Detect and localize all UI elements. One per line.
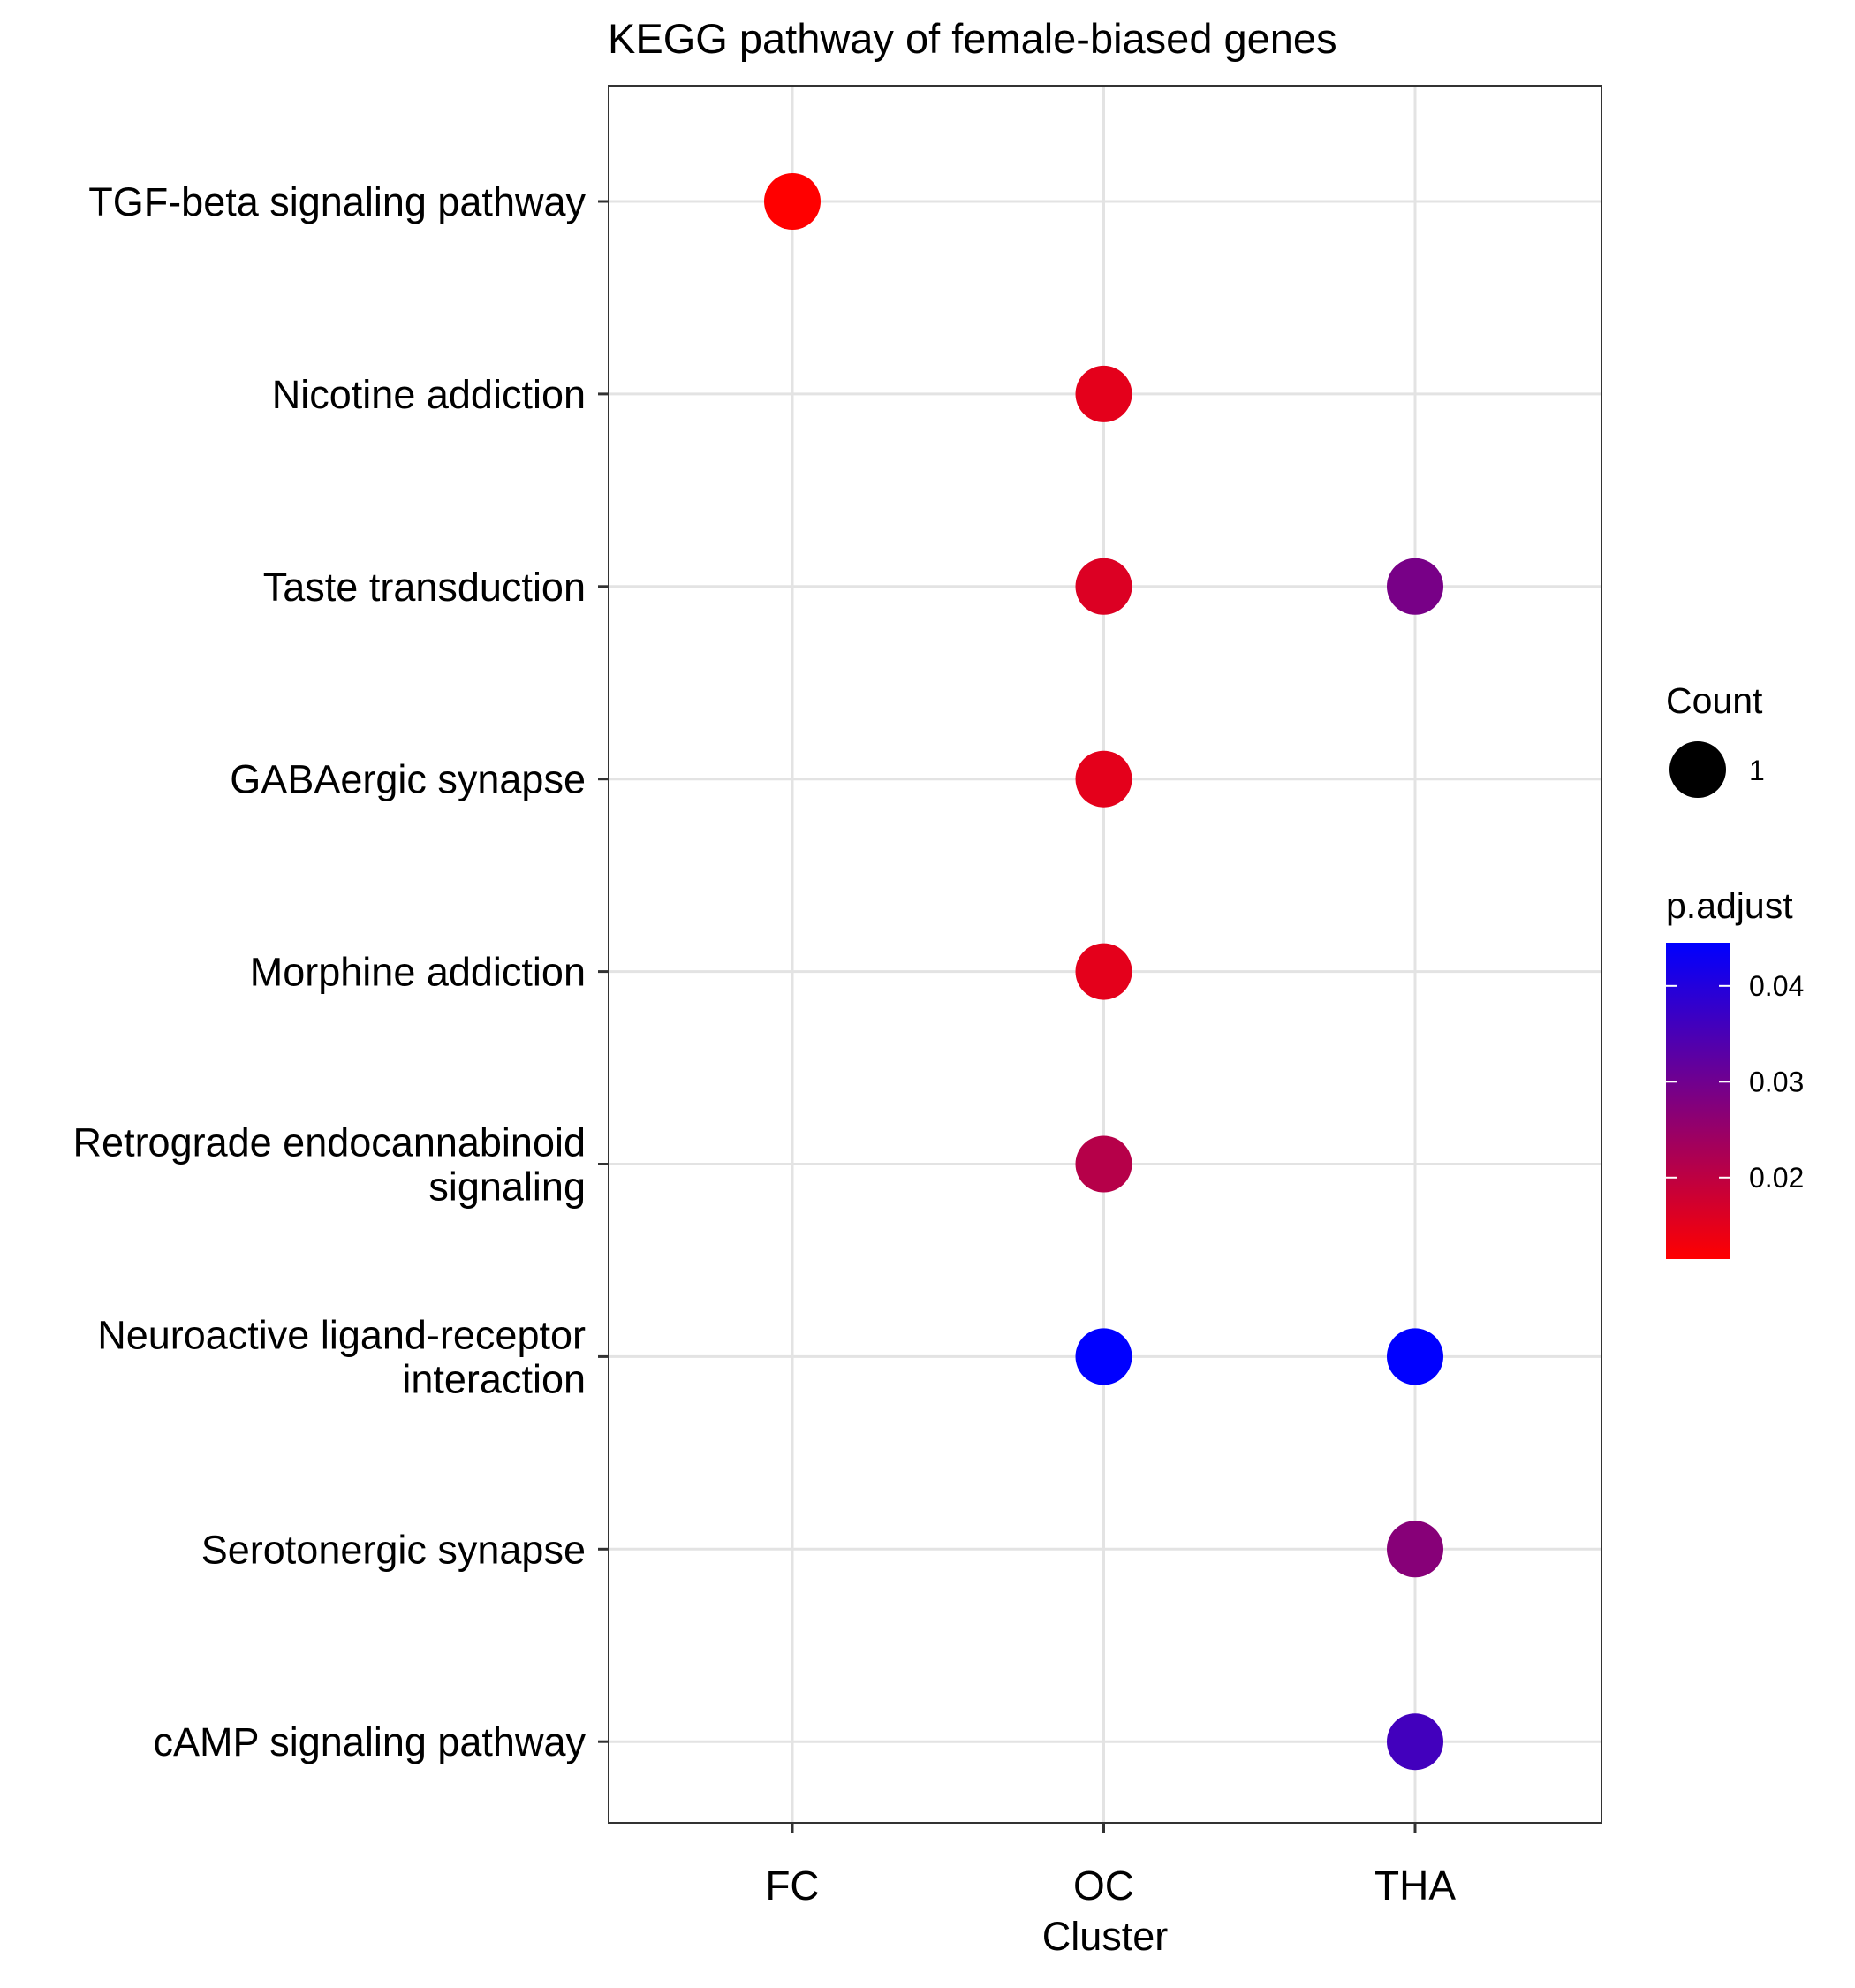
y-tick-label: cAMP signaling pathway xyxy=(154,1719,587,1764)
y-tick-label: Neuroactive ligand-receptor interaction xyxy=(97,1312,586,1401)
size-legend: 1 xyxy=(1670,741,1765,798)
data-point xyxy=(1387,1713,1443,1771)
colorbar-tick-label: 0.04 xyxy=(1749,970,1804,1002)
y-tick-label: Morphine addiction xyxy=(250,950,586,995)
x-tick-label: FC xyxy=(765,1863,819,1908)
data-point xyxy=(1387,558,1443,615)
colorbar xyxy=(1666,943,1730,1259)
y-tick-label: Retrograde endocannabinoid signaling xyxy=(73,1120,586,1210)
data-point xyxy=(1075,943,1132,1000)
y-tick-label: Nicotine addiction xyxy=(272,372,586,417)
data-point xyxy=(1075,1328,1132,1385)
data-point xyxy=(1387,1521,1443,1578)
y-tick-label: GABAergic synapse xyxy=(230,757,586,802)
colorbar-ticks: 0.02 0.03 0.04 xyxy=(1666,970,1804,1194)
size-legend-key xyxy=(1670,741,1726,798)
chart-title: KEGG pathway of female-biased genes xyxy=(608,15,1337,62)
legend-color-title: p.adjust xyxy=(1666,885,1793,926)
size-legend-label: 1 xyxy=(1749,755,1765,786)
legend-size-title: Count xyxy=(1666,680,1763,721)
data-point xyxy=(1075,750,1132,808)
data-point xyxy=(1075,365,1132,422)
data-points xyxy=(764,173,1443,1771)
colorbar-tick-label: 0.03 xyxy=(1749,1066,1804,1097)
y-tick-label: Serotonergic synapse xyxy=(201,1527,586,1572)
data-point xyxy=(1387,1328,1443,1385)
x-axis-label: Cluster xyxy=(1042,1914,1169,1959)
data-point xyxy=(1075,1135,1132,1193)
x-axis: FC OC THA xyxy=(765,1823,1456,1908)
data-point xyxy=(764,173,821,230)
x-tick-label: OC xyxy=(1073,1863,1134,1908)
legend: Count 1 p.adjust 0.02 0.03 0.04 xyxy=(1666,680,1804,1259)
y-tick-label: TGF-beta signaling pathway xyxy=(88,179,586,224)
y-tick-label: Taste transduction xyxy=(263,565,586,610)
y-axis: TGF-beta signaling pathway Nicotine addic… xyxy=(73,179,609,1764)
x-tick-label: THA xyxy=(1374,1863,1456,1908)
data-point xyxy=(1075,558,1132,615)
colorbar-tick-label: 0.02 xyxy=(1749,1162,1804,1194)
